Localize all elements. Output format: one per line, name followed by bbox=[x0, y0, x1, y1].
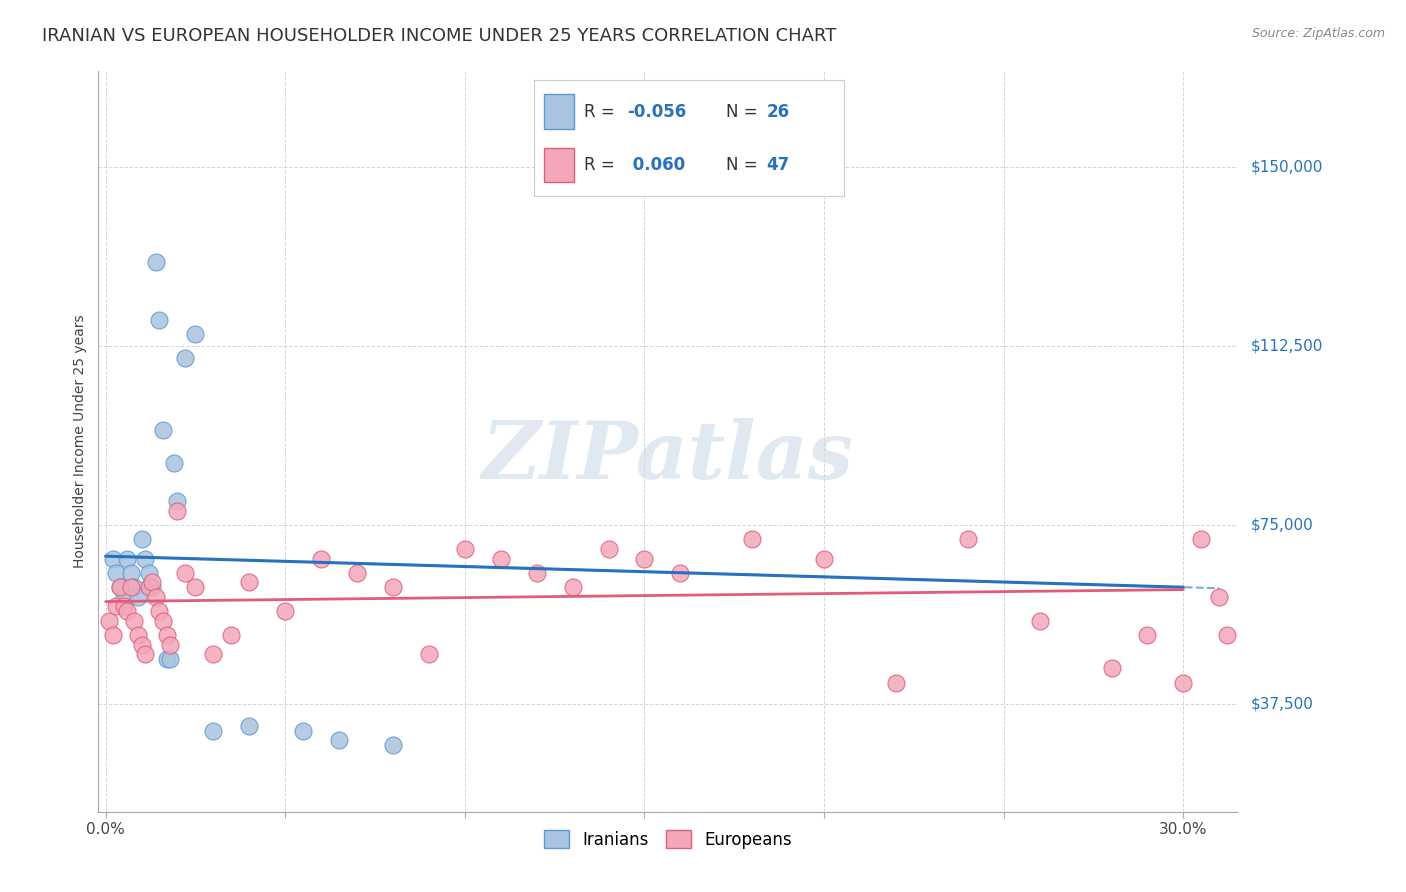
Text: 0.060: 0.060 bbox=[627, 156, 685, 174]
Point bbox=[633, 551, 655, 566]
Bar bbox=[544, 147, 575, 182]
Point bbox=[159, 638, 181, 652]
Point bbox=[141, 580, 163, 594]
Point bbox=[120, 566, 142, 580]
Text: Source: ZipAtlas.com: Source: ZipAtlas.com bbox=[1251, 27, 1385, 40]
Point bbox=[418, 647, 440, 661]
Point bbox=[156, 628, 179, 642]
Text: $75,000: $75,000 bbox=[1251, 517, 1315, 533]
Point bbox=[173, 566, 195, 580]
Point bbox=[120, 580, 142, 594]
Point bbox=[166, 494, 188, 508]
Text: 26: 26 bbox=[766, 103, 789, 120]
Point bbox=[156, 652, 179, 666]
Point bbox=[138, 566, 160, 580]
Text: $112,500: $112,500 bbox=[1251, 338, 1323, 353]
Point bbox=[454, 541, 477, 556]
Point bbox=[115, 604, 138, 618]
Text: -0.056: -0.056 bbox=[627, 103, 686, 120]
Point bbox=[101, 551, 124, 566]
Point bbox=[124, 580, 146, 594]
Point bbox=[346, 566, 368, 580]
Point bbox=[112, 590, 135, 604]
Point bbox=[134, 647, 156, 661]
Point bbox=[108, 580, 131, 594]
Point bbox=[309, 551, 332, 566]
Point bbox=[561, 580, 583, 594]
Point bbox=[184, 327, 207, 342]
Point bbox=[669, 566, 692, 580]
Point bbox=[221, 628, 243, 642]
Text: N =: N = bbox=[725, 103, 763, 120]
Point bbox=[202, 723, 225, 738]
Point bbox=[152, 614, 174, 628]
Point bbox=[1028, 614, 1050, 628]
Point bbox=[184, 580, 207, 594]
Point bbox=[159, 652, 181, 666]
Point bbox=[124, 614, 146, 628]
Point bbox=[173, 351, 195, 365]
Point bbox=[238, 719, 260, 733]
Text: 47: 47 bbox=[766, 156, 790, 174]
Point bbox=[131, 638, 153, 652]
Y-axis label: Householder Income Under 25 years: Householder Income Under 25 years bbox=[73, 315, 87, 568]
Point bbox=[328, 733, 350, 747]
Point bbox=[202, 647, 225, 661]
Point bbox=[148, 604, 170, 618]
Point bbox=[1215, 628, 1237, 642]
Point bbox=[1136, 628, 1159, 642]
Point bbox=[127, 590, 149, 604]
Point bbox=[526, 566, 548, 580]
Bar bbox=[544, 95, 575, 129]
Point bbox=[163, 456, 186, 470]
Point bbox=[166, 504, 188, 518]
Point bbox=[131, 533, 153, 547]
Text: $37,500: $37,500 bbox=[1251, 697, 1315, 712]
Text: ZIPatlas: ZIPatlas bbox=[482, 417, 853, 495]
Point bbox=[115, 551, 138, 566]
Point bbox=[1173, 675, 1195, 690]
Text: R =: R = bbox=[583, 103, 620, 120]
Point bbox=[101, 628, 124, 642]
Point bbox=[127, 628, 149, 642]
Point bbox=[145, 590, 167, 604]
Point bbox=[1189, 533, 1212, 547]
Point bbox=[134, 551, 156, 566]
Text: IRANIAN VS EUROPEAN HOUSEHOLDER INCOME UNDER 25 YEARS CORRELATION CHART: IRANIAN VS EUROPEAN HOUSEHOLDER INCOME U… bbox=[42, 27, 837, 45]
Point bbox=[741, 533, 763, 547]
Point bbox=[1208, 590, 1230, 604]
Point bbox=[152, 423, 174, 437]
Legend: Iranians, Europeans: Iranians, Europeans bbox=[537, 823, 799, 855]
Point bbox=[382, 738, 405, 752]
Point bbox=[141, 575, 163, 590]
Text: R =: R = bbox=[583, 156, 620, 174]
Point bbox=[112, 599, 135, 614]
Point bbox=[138, 580, 160, 594]
Point bbox=[1101, 661, 1123, 675]
Point bbox=[145, 255, 167, 269]
Point bbox=[98, 614, 121, 628]
Point bbox=[148, 312, 170, 326]
Point bbox=[108, 580, 131, 594]
Point bbox=[956, 533, 979, 547]
Text: N =: N = bbox=[725, 156, 763, 174]
Point bbox=[105, 599, 128, 614]
Point bbox=[382, 580, 405, 594]
Point bbox=[292, 723, 315, 738]
Point bbox=[884, 675, 907, 690]
Point bbox=[238, 575, 260, 590]
Point bbox=[274, 604, 297, 618]
Point bbox=[105, 566, 128, 580]
Point bbox=[598, 541, 620, 556]
Text: $150,000: $150,000 bbox=[1251, 160, 1323, 175]
Point bbox=[813, 551, 835, 566]
Point bbox=[489, 551, 512, 566]
